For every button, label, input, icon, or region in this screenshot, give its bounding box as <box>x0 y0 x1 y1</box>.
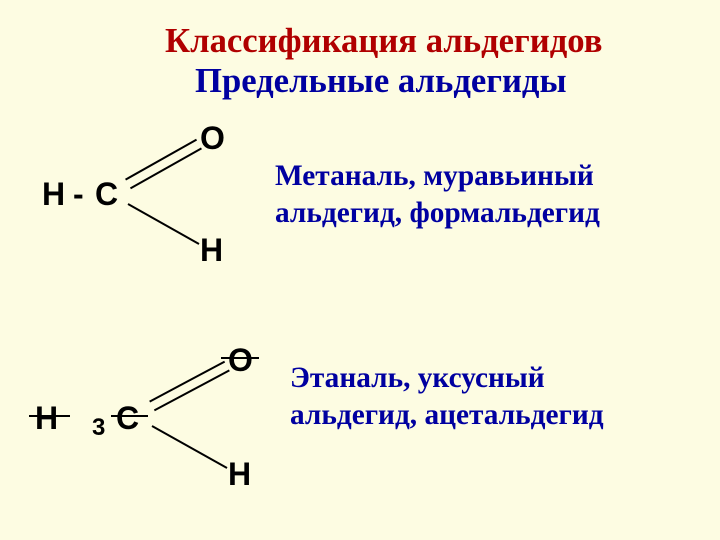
slide-subtitle: Предельные альдегиды <box>195 62 567 101</box>
ethanal-single-bond-CH <box>144 418 235 476</box>
methanal-atom-C: C <box>95 176 118 213</box>
slide-title: Классификация альдегидов <box>165 22 602 61</box>
methanal-desc-line1: Метаналь, муравьиный <box>275 160 594 192</box>
ethanal-strike-H <box>21 408 78 424</box>
methanal-desc-line2: альдегид, формальдегид <box>275 197 600 229</box>
ethanal-desc-line1: Этаналь, уксусный <box>290 362 545 394</box>
ethanal-strike-O <box>213 350 267 366</box>
methanal-bond-dash: - <box>73 176 84 213</box>
methanal-double-bond-CO <box>118 134 209 194</box>
methanal-atom-H-left: H <box>42 176 65 213</box>
ethanal-desc-line2: альдегид, ацетальдегид <box>290 399 604 431</box>
ethanal-strike-C <box>103 408 156 424</box>
methanal-description: Метаналь, муравьиный альдегид, формальде… <box>275 158 600 231</box>
methanal-single-bond-CH <box>120 196 207 252</box>
ethanal-description: Этаналь, уксусный альдегид, ацетальдегид <box>290 360 604 433</box>
